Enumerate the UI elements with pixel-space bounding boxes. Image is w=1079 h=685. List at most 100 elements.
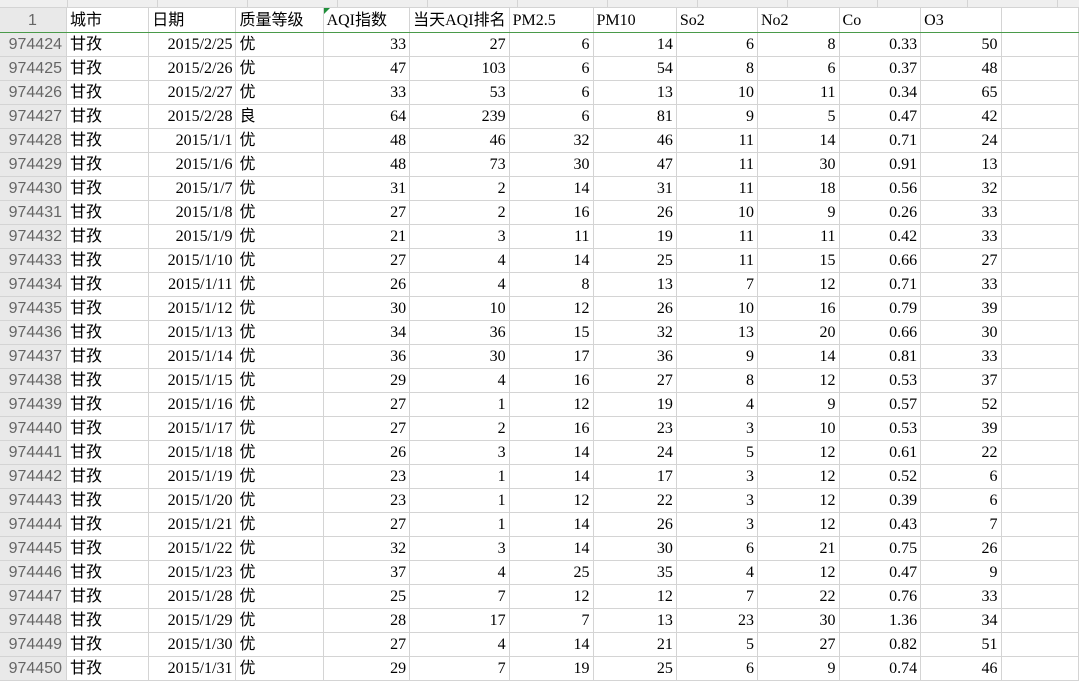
cell[interactable]: 16 — [509, 416, 594, 441]
cell[interactable] — [1001, 128, 1079, 153]
cell[interactable]: 4 — [409, 368, 510, 393]
cell[interactable]: 14 — [757, 128, 840, 153]
row-number[interactable]: 974447 — [0, 584, 67, 609]
cell[interactable]: 32 — [593, 320, 677, 345]
cell[interactable]: 0.47 — [839, 104, 922, 129]
cell[interactable] — [1001, 536, 1079, 561]
cell[interactable]: 2015/2/28 — [148, 104, 237, 129]
cell[interactable]: 甘孜 — [66, 152, 150, 177]
cell[interactable]: 0.79 — [839, 296, 922, 321]
cell[interactable]: 7 — [409, 584, 510, 609]
cell[interactable]: 14 — [509, 464, 594, 489]
cell[interactable]: 0.74 — [839, 656, 922, 681]
cell[interactable]: 甘孜 — [66, 224, 150, 249]
cell[interactable]: 51 — [920, 632, 1002, 657]
row-number[interactable]: 974448 — [0, 608, 67, 633]
cell[interactable]: 27 — [323, 512, 411, 537]
cell[interactable]: 2015/1/22 — [148, 536, 237, 561]
row-number[interactable]: 974450 — [0, 656, 67, 681]
cell[interactable]: 1 — [409, 512, 510, 537]
cell[interactable]: 0.52 — [839, 464, 922, 489]
cell[interactable]: 1 — [409, 464, 510, 489]
cell[interactable]: 17 — [593, 464, 677, 489]
cell[interactable]: 32 — [323, 536, 411, 561]
column-header-cell[interactable]: O3 — [920, 8, 1002, 33]
cell[interactable]: 31 — [323, 176, 411, 201]
cell[interactable] — [1001, 104, 1079, 129]
cell[interactable]: 239 — [409, 104, 510, 129]
cell[interactable]: 2015/1/6 — [148, 152, 237, 177]
row-number[interactable]: 974444 — [0, 512, 67, 537]
cell[interactable]: 34 — [323, 320, 411, 345]
cell[interactable]: 0.66 — [839, 320, 922, 345]
cell[interactable]: 优 — [235, 32, 324, 57]
cell[interactable]: 7 — [409, 656, 510, 681]
cell[interactable]: 优 — [235, 56, 324, 81]
cell[interactable]: 22 — [920, 440, 1002, 465]
cell[interactable]: 15 — [509, 320, 594, 345]
cell[interactable]: 12 — [757, 464, 840, 489]
cell[interactable]: 26 — [593, 296, 677, 321]
cell[interactable]: 7 — [509, 608, 594, 633]
cell[interactable]: 37 — [323, 560, 411, 585]
cell[interactable]: 优 — [235, 608, 324, 633]
cell[interactable]: 3 — [409, 224, 510, 249]
column-header-cell[interactable]: So2 — [676, 8, 758, 33]
cell[interactable]: 12 — [757, 560, 840, 585]
cell[interactable]: 甘孜 — [66, 536, 150, 561]
cell[interactable]: 2015/1/28 — [148, 584, 237, 609]
cell[interactable]: 优 — [235, 152, 324, 177]
cell[interactable] — [1001, 296, 1079, 321]
cell[interactable]: 甘孜 — [66, 128, 150, 153]
cell[interactable]: 优 — [235, 584, 324, 609]
cell[interactable]: 甘孜 — [66, 104, 150, 129]
cell[interactable]: 47 — [323, 56, 411, 81]
cell[interactable]: 5 — [757, 104, 840, 129]
cell[interactable]: 6 — [676, 656, 758, 681]
cell[interactable]: 甘孜 — [66, 80, 150, 105]
cell[interactable]: 27 — [323, 200, 411, 225]
cell[interactable]: 27 — [323, 632, 411, 657]
cell[interactable]: 22 — [757, 584, 840, 609]
cell[interactable]: 9 — [757, 200, 840, 225]
cell[interactable]: 4 — [409, 248, 510, 273]
cell[interactable]: 0.82 — [839, 632, 922, 657]
cell[interactable] — [1001, 32, 1079, 57]
cell[interactable]: 良 — [235, 104, 324, 129]
cell[interactable] — [1001, 560, 1079, 585]
cell[interactable]: 0.71 — [839, 128, 922, 153]
spreadsheet-grid[interactable]: 1 城市 日期 质量等级 AQI指数 当天AQI排名 PM2.5 PM10 So2 No2 Co O3… — [0, 8, 1079, 681]
cell[interactable] — [1001, 608, 1079, 633]
cell[interactable]: 2 — [409, 176, 510, 201]
cell[interactable] — [1001, 176, 1079, 201]
cell[interactable]: 0.33 — [839, 32, 922, 57]
row-number[interactable]: 974446 — [0, 560, 67, 585]
row-number[interactable]: 974424 — [0, 32, 67, 57]
cell[interactable]: 甘孜 — [66, 248, 150, 273]
cell[interactable]: 2015/1/15 — [148, 368, 237, 393]
cell[interactable]: 46 — [920, 656, 1002, 681]
cell[interactable]: 优 — [235, 632, 324, 657]
cell[interactable]: 甘孜 — [66, 632, 150, 657]
cell[interactable]: 27 — [593, 368, 677, 393]
column-divider[interactable] — [247, 0, 248, 7]
cell[interactable]: 14 — [509, 536, 594, 561]
cell[interactable]: 2015/1/20 — [148, 488, 237, 513]
cell[interactable]: 甘孜 — [66, 56, 150, 81]
cell[interactable]: 39 — [920, 296, 1002, 321]
cell[interactable]: 9 — [757, 392, 840, 417]
cell[interactable]: 甘孜 — [66, 560, 150, 585]
cell[interactable]: 甘孜 — [66, 608, 150, 633]
cell[interactable]: 18 — [757, 176, 840, 201]
cell[interactable]: 19 — [509, 656, 594, 681]
cell[interactable]: 甘孜 — [66, 176, 150, 201]
cell[interactable]: 12 — [757, 488, 840, 513]
row-number[interactable]: 974426 — [0, 80, 67, 105]
cell[interactable]: 2015/1/18 — [148, 440, 237, 465]
cell[interactable]: 53 — [409, 80, 510, 105]
row-number[interactable]: 974440 — [0, 416, 67, 441]
cell[interactable]: 优 — [235, 128, 324, 153]
cell[interactable]: 13 — [676, 320, 758, 345]
row-number[interactable]: 974445 — [0, 536, 67, 561]
cell[interactable]: 27 — [757, 632, 840, 657]
